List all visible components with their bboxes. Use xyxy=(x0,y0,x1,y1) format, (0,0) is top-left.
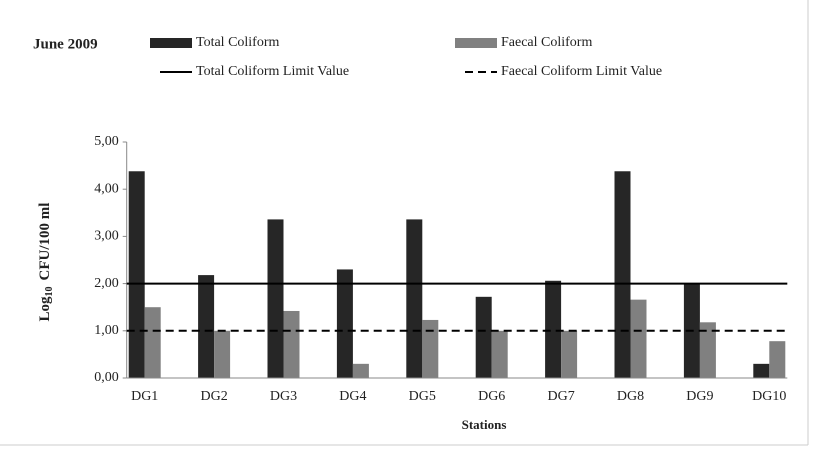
bar xyxy=(753,363,770,378)
bar xyxy=(267,219,284,378)
bar xyxy=(128,171,145,378)
bar xyxy=(406,219,423,378)
x-tick-label: DG7 xyxy=(547,389,574,404)
y-axis-label: Log10 CFU/100 ml xyxy=(37,203,55,322)
x-tick-label: DG6 xyxy=(478,389,505,404)
bar xyxy=(214,330,231,378)
y-tick-label: 5,00 xyxy=(94,134,119,149)
chart-title: June 2009 xyxy=(33,36,98,52)
bar xyxy=(144,307,161,378)
y-label-base: Log xyxy=(37,296,53,322)
bar xyxy=(198,275,215,378)
x-tick-label: DG3 xyxy=(270,389,297,404)
bar xyxy=(475,296,492,378)
bar xyxy=(561,330,578,378)
y-label-rest: CFU/100 ml xyxy=(37,203,53,281)
bar xyxy=(336,269,353,378)
bar xyxy=(352,363,369,378)
y-tick-label: 3,00 xyxy=(94,229,119,244)
y-tick-label: 0,00 xyxy=(94,370,119,385)
y-label-sub: 10 xyxy=(44,286,55,296)
legend-swatch xyxy=(455,38,497,48)
legend-label: Faecal Coliform xyxy=(501,35,592,50)
legend-label: Faecal Coliform Limit Value xyxy=(501,64,662,79)
legend-label: Total Coliform Limit Value xyxy=(196,64,349,79)
x-axis-label: Stations xyxy=(462,417,507,432)
bar xyxy=(699,322,716,378)
x-tick-label: DG9 xyxy=(686,389,713,404)
y-tick-label: 2,00 xyxy=(94,276,119,291)
bar xyxy=(545,280,562,378)
bar xyxy=(769,341,786,378)
bar xyxy=(283,310,300,378)
x-tick-label: DG1 xyxy=(131,389,158,404)
x-tick-label: DG5 xyxy=(409,389,436,404)
bar xyxy=(630,299,647,378)
legend-swatch xyxy=(150,38,192,48)
legend-label: Total Coliform xyxy=(196,35,280,50)
bar xyxy=(422,319,439,378)
y-tick-label: 4,00 xyxy=(94,181,119,196)
x-tick-label: DG2 xyxy=(200,389,227,404)
y-tick-label: 1,00 xyxy=(94,323,119,338)
x-tick-label: DG8 xyxy=(617,389,644,404)
x-tick-label: DG4 xyxy=(339,389,366,404)
x-tick-label: DG10 xyxy=(752,389,786,404)
bar xyxy=(491,330,508,378)
bar xyxy=(614,171,631,378)
